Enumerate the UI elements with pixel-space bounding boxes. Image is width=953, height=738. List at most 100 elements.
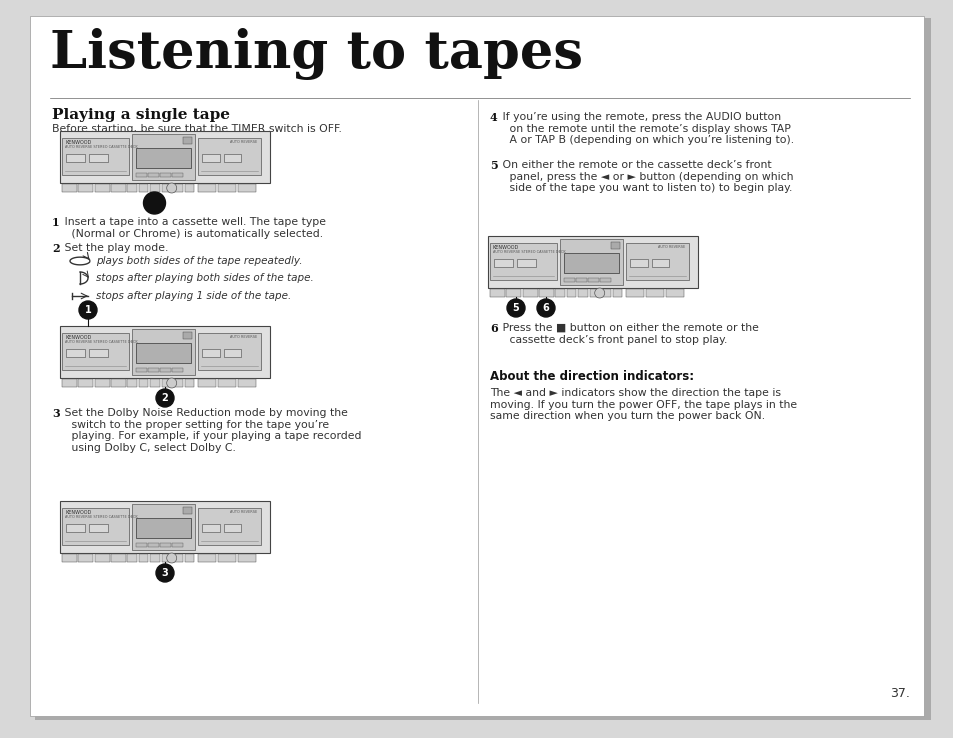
Circle shape — [156, 389, 173, 407]
Bar — [218, 184, 236, 192]
Circle shape — [143, 192, 165, 214]
Bar — [202, 154, 219, 162]
Text: 6: 6 — [542, 303, 549, 313]
Bar — [60, 131, 270, 183]
Circle shape — [167, 378, 176, 388]
Bar — [127, 379, 136, 387]
Bar — [589, 289, 598, 297]
Text: AUTO REVERSE: AUTO REVERSE — [658, 245, 684, 249]
Bar — [138, 554, 148, 562]
Text: stops after playing 1 side of the tape.: stops after playing 1 side of the tape. — [96, 291, 291, 301]
Bar — [645, 289, 663, 297]
Bar — [198, 184, 216, 192]
Bar — [224, 524, 241, 532]
Text: KENWOOD: KENWOOD — [65, 335, 91, 339]
Bar — [112, 554, 126, 562]
Bar — [183, 332, 192, 339]
Bar — [151, 184, 159, 192]
Bar — [127, 184, 136, 192]
Bar — [160, 368, 171, 372]
Bar — [132, 134, 195, 180]
Text: 3: 3 — [161, 568, 168, 578]
Bar — [136, 148, 191, 168]
Bar — [173, 184, 183, 192]
Bar — [162, 554, 171, 562]
Bar — [62, 138, 129, 175]
Text: Insert a tape into a cassette well. The tape type
   (Normal or Chrome) is autom: Insert a tape into a cassette well. The … — [61, 217, 326, 238]
Bar — [136, 543, 147, 547]
Bar — [62, 184, 77, 192]
Bar — [136, 518, 191, 539]
Text: 4: 4 — [490, 112, 497, 123]
Bar — [566, 289, 576, 297]
Bar — [94, 379, 110, 387]
Text: Before starting, be sure that the TIMER switch is OFF.: Before starting, be sure that the TIMER … — [52, 124, 341, 134]
Bar — [127, 554, 136, 562]
Bar — [78, 379, 93, 387]
Bar — [185, 554, 194, 562]
Text: 1: 1 — [85, 305, 91, 315]
Bar — [173, 554, 183, 562]
Text: 3: 3 — [52, 408, 60, 419]
Text: plays both sides of the tape repeatedly.: plays both sides of the tape repeatedly. — [96, 256, 302, 266]
Bar — [62, 508, 129, 545]
Bar — [198, 138, 261, 175]
Bar — [162, 184, 171, 192]
Bar — [198, 333, 261, 370]
Text: Set the play mode.: Set the play mode. — [61, 243, 168, 253]
Bar — [202, 524, 219, 532]
Bar — [151, 379, 159, 387]
Bar — [218, 379, 236, 387]
Bar — [588, 278, 598, 282]
Text: KENWOOD: KENWOOD — [65, 139, 91, 145]
Bar — [490, 243, 557, 280]
Text: 5: 5 — [490, 160, 497, 171]
Bar — [517, 259, 535, 267]
Text: 1: 1 — [52, 217, 60, 228]
Text: AUTO REVERSE STEREO CASSETTE DECK: AUTO REVERSE STEREO CASSETTE DECK — [65, 515, 137, 519]
Bar — [132, 504, 195, 550]
Text: stops after playing both sides of the tape.: stops after playing both sides of the ta… — [96, 273, 314, 283]
Bar — [490, 289, 504, 297]
Bar — [132, 329, 195, 375]
Bar — [162, 379, 171, 387]
Bar — [522, 289, 537, 297]
Bar — [488, 236, 698, 288]
Text: About the direction indicators:: About the direction indicators: — [490, 370, 694, 383]
Circle shape — [167, 553, 176, 563]
Bar — [218, 554, 236, 562]
Bar — [494, 259, 513, 267]
Bar — [224, 154, 241, 162]
Text: KENWOOD: KENWOOD — [65, 510, 91, 515]
Bar — [625, 289, 643, 297]
Bar — [138, 379, 148, 387]
Bar — [62, 333, 129, 370]
Bar — [62, 554, 77, 562]
Bar — [66, 349, 85, 357]
Bar — [60, 326, 270, 378]
Bar — [599, 278, 611, 282]
Text: 37.: 37. — [889, 687, 909, 700]
Text: AUTO REVERSE: AUTO REVERSE — [230, 510, 257, 514]
Bar — [238, 379, 256, 387]
Bar — [172, 368, 183, 372]
Text: AUTO REVERSE STEREO CASSETTE DECK: AUTO REVERSE STEREO CASSETTE DECK — [493, 249, 565, 254]
Bar — [94, 554, 110, 562]
Bar — [151, 554, 159, 562]
Text: AUTO REVERSE: AUTO REVERSE — [230, 335, 257, 339]
Bar — [112, 184, 126, 192]
Bar — [611, 242, 619, 249]
Text: 6: 6 — [490, 323, 497, 334]
Bar — [578, 289, 587, 297]
Bar — [94, 184, 110, 192]
Text: If you’re using the remote, press the AUDIO button
   on the remote until the re: If you’re using the remote, press the AU… — [498, 112, 793, 145]
Bar — [600, 289, 610, 297]
Bar — [89, 154, 108, 162]
Bar — [630, 259, 647, 267]
Bar — [112, 379, 126, 387]
Text: Set the Dolby Noise Reduction mode by moving the
   switch to the proper setting: Set the Dolby Noise Reduction mode by mo… — [61, 408, 361, 453]
Bar — [625, 243, 688, 280]
Bar — [185, 184, 194, 192]
Bar — [198, 554, 216, 562]
Bar — [148, 543, 159, 547]
